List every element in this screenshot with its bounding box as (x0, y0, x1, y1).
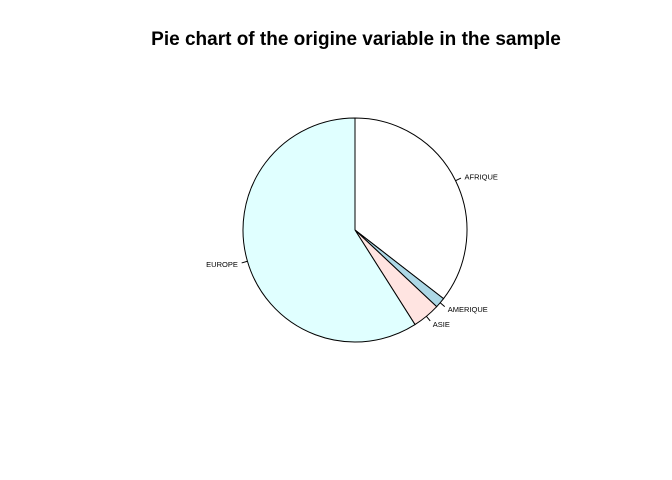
slice-label-europe: EUROPE (206, 260, 238, 269)
label-tick-amerique (439, 302, 446, 308)
slice-label-afrique: AFRIQUE (465, 172, 498, 181)
pie-slices (242, 117, 468, 343)
label-tick-afrique (455, 177, 462, 182)
chart-title: Pie chart of the origine variable in the… (151, 29, 561, 50)
slice-label-amerique: AMERIQUE (448, 305, 488, 314)
slice-label-asie: ASIE (433, 320, 450, 329)
pie-slice-europe (242, 117, 416, 343)
pie-slice-afrique (354, 117, 468, 300)
label-tick-europe (241, 260, 248, 264)
pie-labels: AFRIQUE AMERIQUE ASIE EUROPE (206, 172, 498, 329)
label-tick-asie (426, 315, 431, 322)
